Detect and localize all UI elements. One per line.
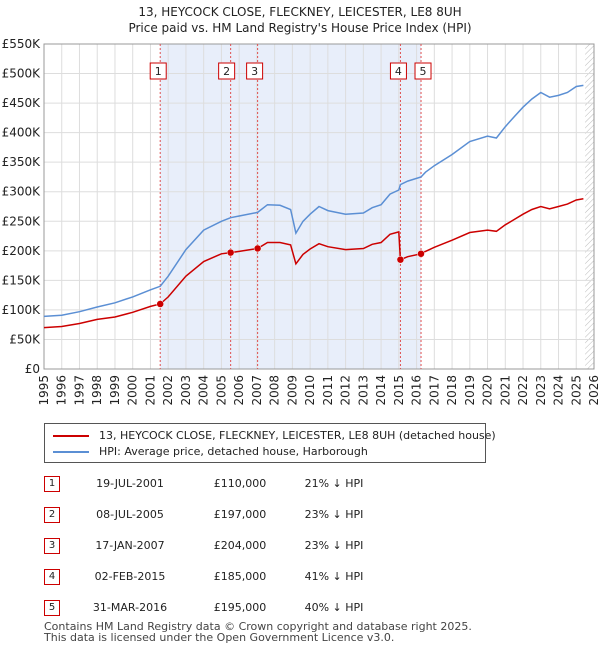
plot-frame — [43, 43, 595, 370]
x-tick-label: 2006 — [232, 375, 246, 406]
x-tick-label: 2003 — [179, 375, 193, 406]
sale-number-label: 5 — [420, 65, 427, 78]
sale-number: 5 — [44, 600, 60, 616]
sale-point — [226, 248, 235, 257]
footer-license: This data is licensed under the Open Gov… — [44, 631, 395, 644]
x-tick-label: 2018 — [445, 375, 459, 406]
sale-date: 17-JAN-2007 — [95, 539, 165, 552]
sale-date: 19-JUL-2001 — [96, 477, 164, 490]
sale-number-box — [389, 62, 407, 80]
ownership-band — [160, 44, 422, 369]
sale-point — [396, 255, 405, 264]
y-tick-label: £500K — [2, 67, 42, 81]
sale-price: £110,000 — [213, 477, 267, 490]
price-chart: £0 £50K £100K £150K £200K £250K £300K £350K £400… — [2, 37, 600, 406]
x-tick-label: 2007 — [250, 375, 264, 406]
sale-price: £197,000 — [213, 508, 267, 521]
y-tick-label: £150K — [2, 273, 42, 287]
sale-price: £204,000 — [213, 539, 267, 552]
x-tick-label: 2011 — [321, 375, 335, 406]
x-tick-label: 1996 — [55, 375, 69, 406]
legend: 13, HEYCOCK CLOSE, FLECKNEY, LEICESTER, … — [44, 423, 496, 463]
x-tick-label: 2012 — [339, 375, 353, 406]
legend-swatch-blue — [53, 451, 89, 453]
x-tick-label: 2005 — [214, 375, 228, 406]
x-tick-label: 2008 — [268, 375, 282, 406]
x-tick-label: 2013 — [356, 375, 370, 406]
sale-number: 2 — [44, 507, 60, 523]
legend-label-hpi: HPI: Average price, detached house, Harb… — [99, 445, 368, 458]
y-tick-label: £550K — [2, 37, 42, 51]
x-tick-label: 2021 — [498, 375, 512, 406]
x-tick-label: 2024 — [552, 375, 566, 406]
x-tick-label: 2000 — [126, 375, 140, 406]
legend-label-property: 13, HEYCOCK CLOSE, FLECKNEY, LEICESTER, … — [99, 429, 496, 442]
y-tick-label: £400K — [2, 126, 42, 140]
x-tick-label: 2023 — [534, 375, 548, 406]
x-tick-label: 2002 — [161, 375, 175, 406]
y-tick-label: £0 — [25, 362, 40, 376]
sale-price: £185,000 — [213, 570, 267, 583]
legend-item-hpi: HPI: Average price, detached house, Harb… — [53, 444, 368, 460]
sale-number-box — [414, 62, 432, 80]
x-tick-label: 2017 — [427, 375, 441, 406]
x-tick-label: 2014 — [374, 375, 388, 406]
forecast-region — [585, 44, 594, 369]
sale-hpi-diff: 41% ↓ HPI — [304, 570, 364, 583]
x-tick-label: 2009 — [285, 375, 299, 406]
legend-item-property: 13, HEYCOCK CLOSE, FLECKNEY, LEICESTER, … — [53, 428, 496, 444]
y-tick-label: £200K — [2, 244, 42, 258]
sale-date: 08-JUL-2005 — [96, 508, 164, 521]
x-tick-label: 2019 — [463, 375, 477, 406]
x-tick-label: 2010 — [303, 375, 317, 406]
sale-number-label: 4 — [395, 65, 402, 78]
chart-subtitle: Price paid vs. HM Land Registry's House … — [128, 21, 472, 35]
sale-hpi-diff: 40% ↓ HPI — [304, 601, 364, 614]
sale-hpi-diff: 23% ↓ HPI — [304, 508, 364, 521]
footer-copyright: Contains HM Land Registry data © Crown c… — [44, 620, 472, 633]
sale-point — [253, 244, 262, 253]
y-tick-label: £450K — [2, 96, 42, 110]
y-tick-label: £100K — [2, 303, 42, 317]
x-tick-label: 2022 — [516, 375, 530, 406]
x-tick-label: 2026 — [587, 375, 600, 406]
sale-number-label: 1 — [155, 65, 162, 78]
legend-swatch-red — [53, 435, 89, 437]
x-tick-label: 2025 — [569, 375, 583, 406]
sale-point — [156, 300, 164, 308]
property-price-line — [43, 198, 584, 329]
sale-price: £195,000 — [213, 601, 267, 614]
x-tick-label: 1997 — [72, 375, 86, 406]
sale-date: 02-FEB-2015 — [94, 570, 166, 583]
y-tick-label: £350K — [2, 155, 42, 169]
sale-number-label: 2 — [223, 65, 230, 78]
x-tick-label: 2015 — [392, 375, 406, 406]
x-tick-label: 2016 — [410, 375, 424, 406]
sale-hpi-diff: 21% ↓ HPI — [304, 477, 364, 490]
sale-number-box — [246, 62, 264, 80]
y-tick-label: £50K — [9, 332, 41, 346]
hpi-line — [43, 84, 584, 318]
x-tick-label: 2004 — [197, 375, 211, 406]
x-tick-label: 2001 — [143, 375, 157, 406]
x-tick-label: 1999 — [108, 375, 122, 406]
sale-number-label: 3 — [251, 65, 258, 78]
sale-number-box — [218, 62, 236, 80]
sale-number: 3 — [44, 538, 60, 554]
sale-number: 4 — [44, 569, 60, 585]
sale-number-box — [149, 62, 167, 80]
x-tick-label: 1998 — [90, 375, 104, 406]
chart-title: 13, HEYCOCK CLOSE, FLECKNEY, LEICESTER, … — [138, 5, 462, 19]
sale-date: 31-MAR-2016 — [92, 601, 168, 614]
x-tick-label: 1995 — [37, 375, 51, 406]
y-tick-label: £250K — [2, 214, 42, 228]
sale-number: 1 — [44, 476, 60, 492]
y-tick-label: £300K — [2, 185, 42, 199]
sale-point — [417, 250, 425, 258]
x-tick-label: 2020 — [481, 375, 495, 406]
sale-hpi-diff: 23% ↓ HPI — [304, 539, 364, 552]
